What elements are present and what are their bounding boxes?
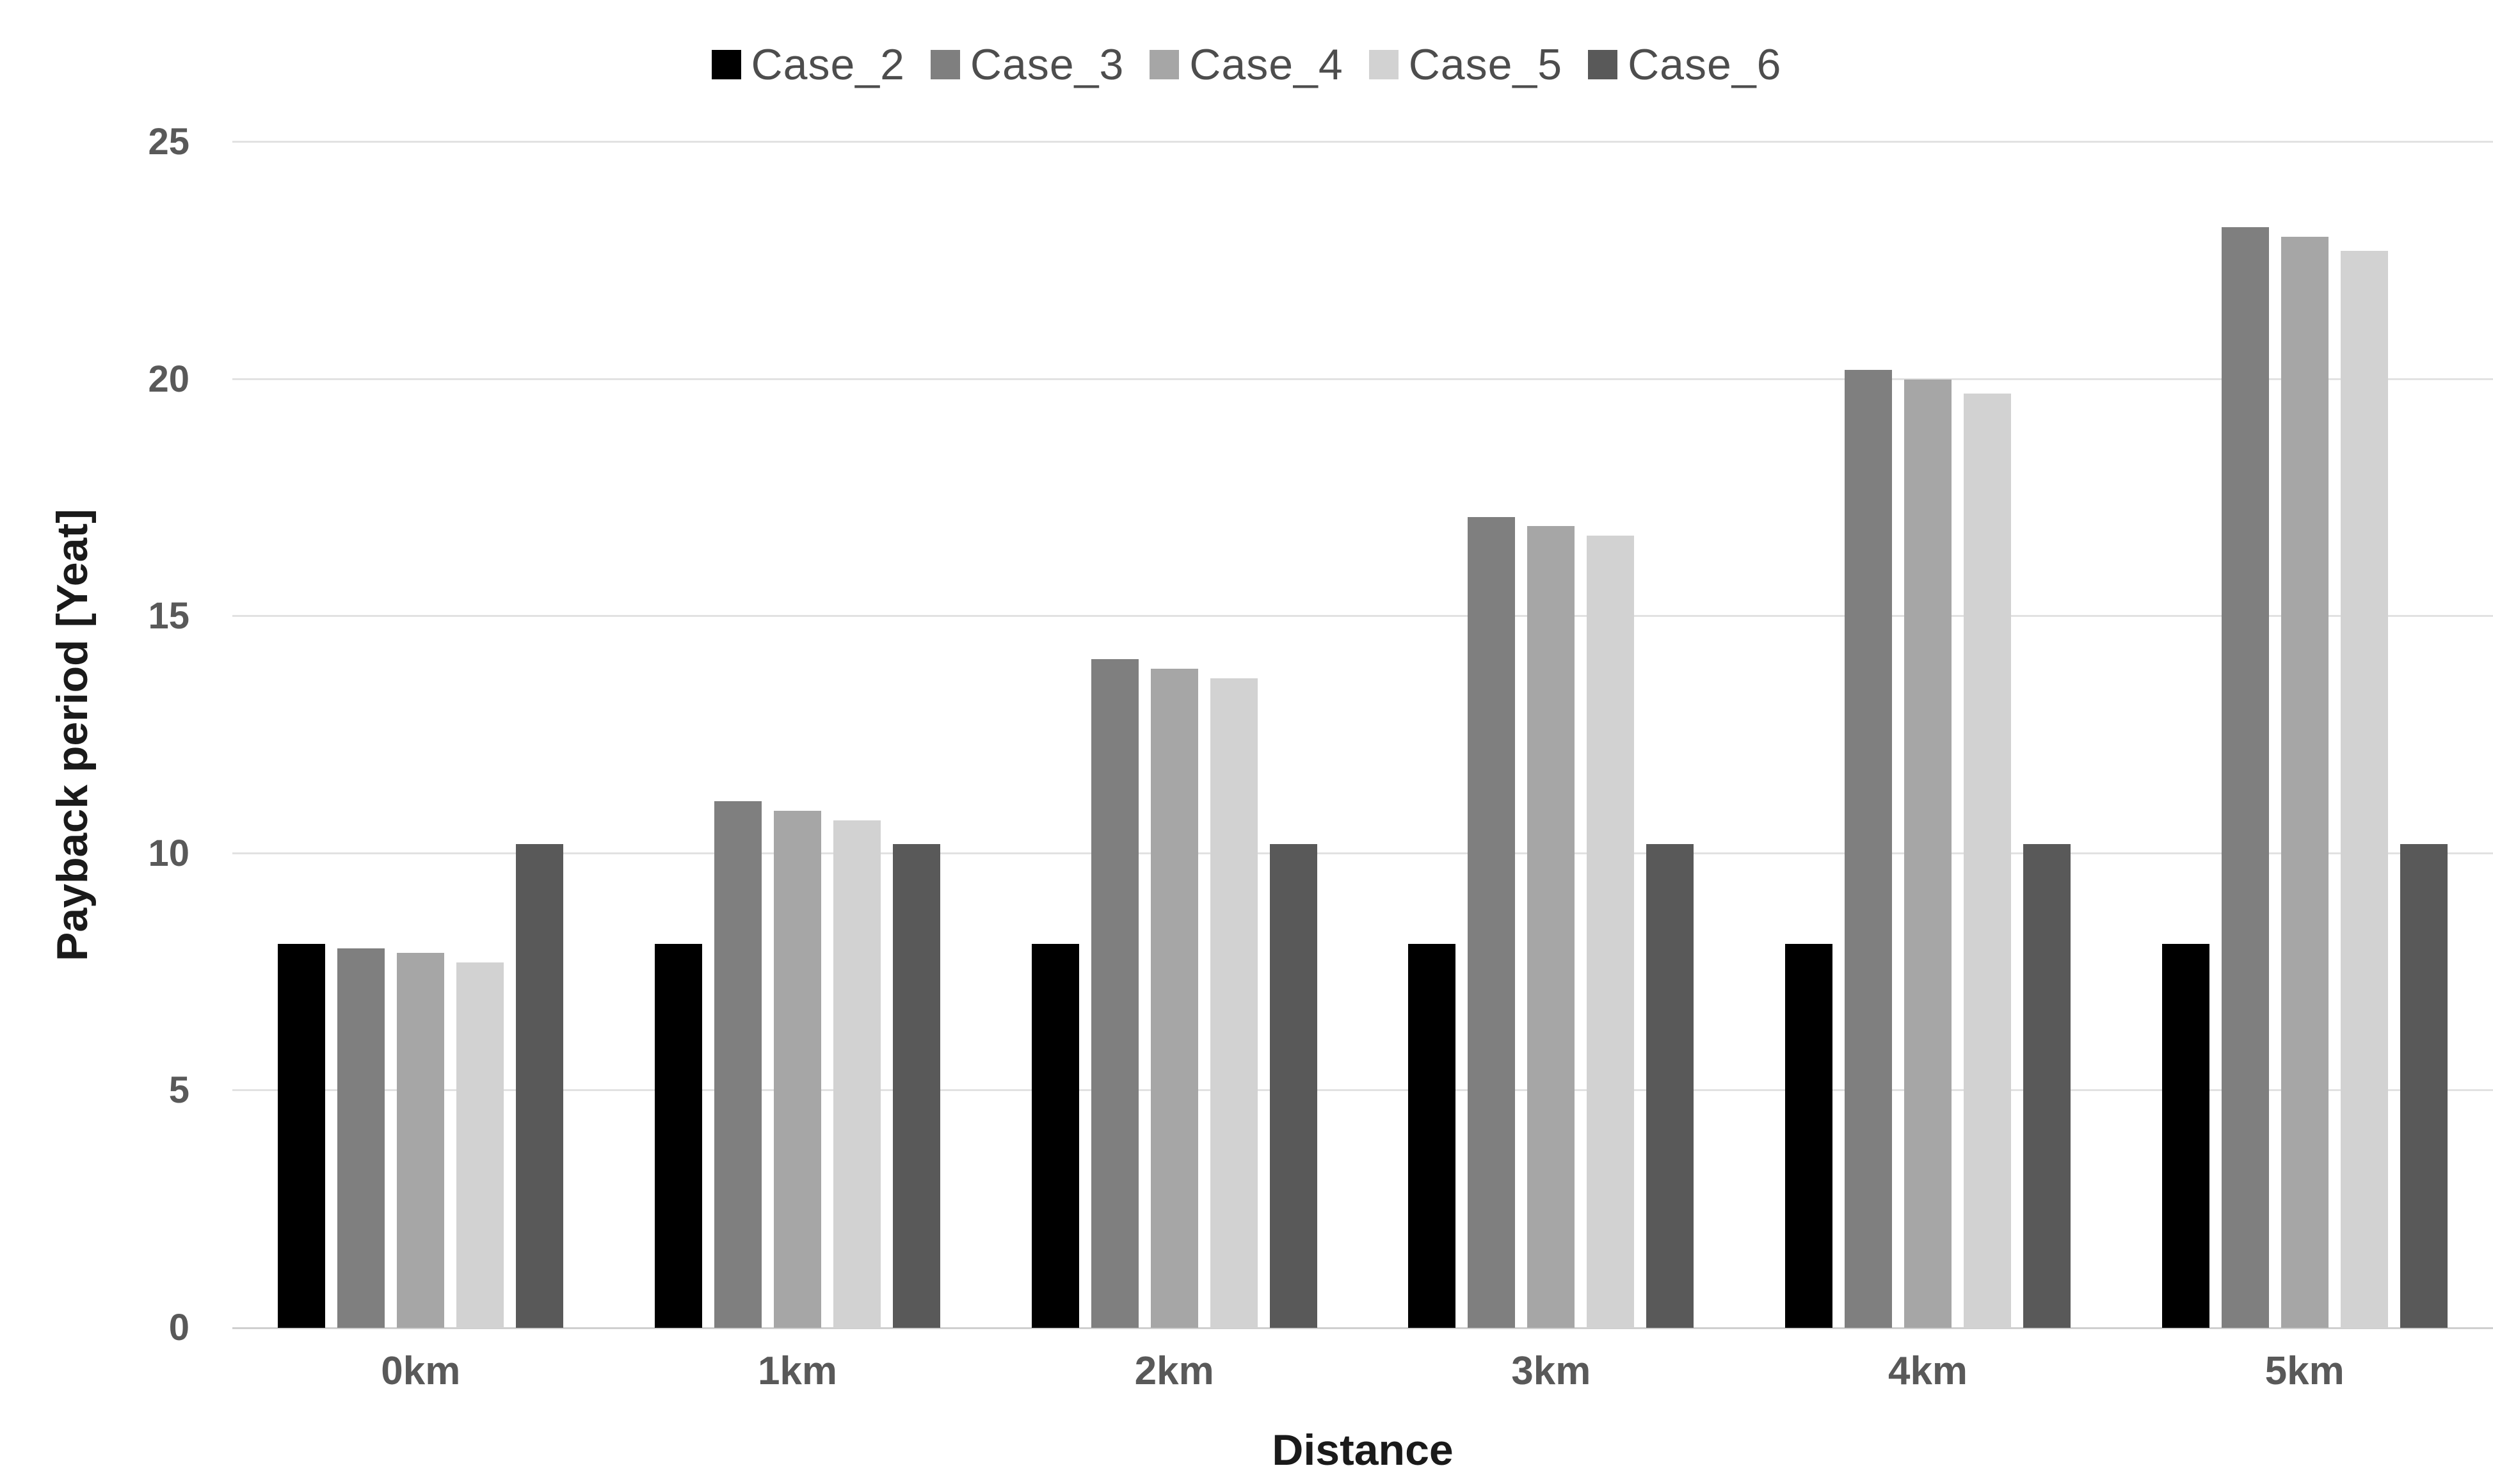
legend-item-case_2: Case_2: [711, 40, 905, 90]
bar-group-0km: [232, 142, 609, 1328]
bar-case_5-3km: [1587, 536, 1635, 1328]
legend-label-case_2: Case_2: [751, 40, 905, 89]
x-tick-label-3km: 3km: [1511, 1349, 1591, 1393]
gridline-15: [232, 615, 2493, 618]
legend-item-case_6: Case_6: [1588, 40, 1781, 90]
bar-group-1km: [609, 142, 986, 1328]
legend-swatch-case_3: [930, 50, 960, 79]
x-axis-title: Distance: [1272, 1426, 1454, 1474]
x-tick-label-2km: 2km: [1134, 1349, 1214, 1393]
bar-case_3-4km: [1845, 369, 1893, 1328]
legend-item-case_3: Case_3: [930, 40, 1125, 90]
legend-label-case_6: Case_6: [1628, 40, 1782, 89]
bar-case_5-0km: [456, 962, 504, 1328]
x-tick-label-0km: 0km: [381, 1349, 461, 1393]
bar-case_5-2km: [1210, 678, 1258, 1328]
bar-case_6-3km: [1646, 843, 1694, 1328]
x-axis-line: [232, 1327, 2493, 1329]
bar-case_6-0km: [516, 843, 564, 1328]
bar-case_6-1km: [893, 843, 940, 1328]
bar-groups: [232, 142, 2493, 1328]
bar-case_3-1km: [714, 801, 762, 1328]
x-tick-label-1km: 1km: [757, 1349, 838, 1393]
bar-case_3-5km: [2221, 227, 2269, 1328]
bar-case_5-1km: [833, 820, 881, 1328]
bar-case_4-2km: [1150, 668, 1198, 1328]
legend-swatch-case_6: [1588, 50, 1618, 79]
bar-case_4-5km: [2281, 237, 2329, 1328]
x-tick-label-5km: 5km: [2265, 1349, 2345, 1393]
bar-case_4-4km: [1904, 379, 1952, 1328]
bar-case_2-3km: [1408, 943, 1456, 1328]
legend-item-case_4: Case_4: [1150, 40, 1343, 90]
bar-case_6-2km: [1269, 843, 1317, 1328]
bar-case_3-0km: [337, 948, 385, 1328]
legend-swatch-case_4: [1150, 50, 1180, 79]
bar-case_5-4km: [1964, 393, 2012, 1328]
y-tick-label-15: 15: [148, 595, 189, 637]
legend-item-case_5: Case_5: [1368, 40, 1563, 90]
bar-case_2-2km: [1031, 943, 1079, 1328]
legend-swatch-case_5: [1368, 50, 1399, 79]
bar-case_4-0km: [397, 953, 445, 1328]
bar-case_2-1km: [655, 943, 702, 1328]
chart-legend: Case_2 Case_3 Case_4 Case_5 Case_6: [0, 40, 2493, 90]
bar-case_3-2km: [1091, 658, 1139, 1328]
legend-label-case_4: Case_4: [1189, 40, 1343, 89]
bar-case_6-4km: [2023, 843, 2071, 1328]
bar-group-5km: [2116, 142, 2493, 1328]
y-axis-tick-labels: 0 5 10 15 20 25: [0, 124, 189, 1346]
x-tick-label-4km: 4km: [1888, 1349, 1968, 1393]
gridline-25: [232, 141, 2493, 143]
bar-case_4-3km: [1527, 526, 1575, 1328]
x-axis-tick-labels: 0km 1km 2km 3km 4km 5km: [232, 1352, 2493, 1391]
bar-group-3km: [1363, 142, 1740, 1328]
gridline-5: [232, 1089, 2493, 1092]
bar-case_2-0km: [278, 943, 326, 1328]
plot-area: [232, 141, 2493, 1329]
y-tick-label-0: 0: [168, 1307, 189, 1348]
bar-case_2-5km: [2161, 943, 2209, 1328]
legend-label-case_3: Case_3: [970, 40, 1125, 89]
bar-case_2-4km: [1785, 943, 1833, 1328]
gridline-10: [232, 852, 2493, 854]
gridline-20: [232, 378, 2493, 380]
legend-label-case_5: Case_5: [1408, 40, 1563, 89]
y-tick-label-10: 10: [148, 832, 189, 874]
bar-case_5-5km: [2340, 251, 2388, 1328]
y-tick-label-25: 25: [148, 121, 189, 163]
y-tick-label-20: 20: [148, 358, 189, 400]
bar-case_3-3km: [1468, 516, 1516, 1328]
y-tick-label-5: 5: [168, 1069, 189, 1112]
legend-swatch-case_2: [711, 50, 741, 79]
bar-case_6-5km: [2400, 843, 2448, 1328]
bar-group-2km: [986, 142, 1363, 1328]
bar-case_4-1km: [774, 811, 821, 1328]
bar-group-4km: [1740, 142, 2117, 1328]
